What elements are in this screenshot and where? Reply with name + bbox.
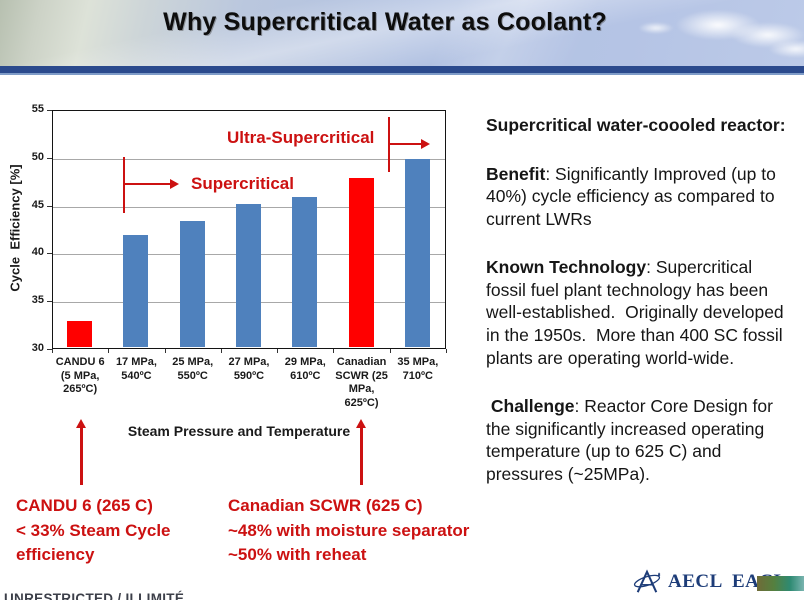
x-category-label: 17 MPa, 540ºC	[115, 356, 157, 382]
y-tick-mark	[47, 205, 52, 207]
candu-pointer-arrow	[76, 419, 85, 485]
bar-3	[179, 220, 205, 347]
known-technology-text: : Supercritical fossil fuel plant techno…	[486, 257, 789, 368]
candu-callout-line1: CANDU 6 (265 C)	[16, 496, 153, 515]
y-tick-label: 50	[31, 150, 44, 163]
x-tick-mark	[108, 349, 110, 353]
y-tick-mark	[47, 157, 52, 159]
info-heading: Supercritical water-coooled reactor:	[486, 115, 786, 135]
x-tick-mark	[389, 349, 391, 353]
x-category-label: Canadian SCWR (25 MPa, 625ºC)	[335, 356, 388, 409]
logo-gradient-bar	[757, 576, 804, 591]
y-tick-label: 45	[31, 198, 44, 211]
y-tick-label: 40	[31, 246, 44, 259]
candu-callout-line2: < 33% Steam Cycle	[16, 520, 171, 540]
x-tick-mark	[164, 349, 166, 353]
banner-divider-bar	[0, 66, 804, 73]
y-tick-mark	[47, 253, 52, 255]
x-tick-mark	[52, 349, 53, 353]
bar-1	[67, 321, 93, 347]
bar-4	[236, 203, 261, 347]
benefit-lead: Benefit	[486, 163, 546, 184]
benefit-text: : Significantly Improved (up to 40%) cyc…	[486, 163, 781, 229]
bar-2	[123, 235, 149, 347]
cloud-decoration	[638, 22, 674, 34]
scwr-callout-line3: ~50% with reheat	[228, 545, 367, 565]
cloud-decoration	[768, 40, 804, 58]
x-axis-labels: CANDU 6 (5 MPa, 265ºC) 17 MPa, 540ºC 25 MP…	[52, 356, 446, 411]
supercritical-label: Supercritical	[191, 174, 294, 193]
aecl-logo: AECL EACL	[630, 569, 786, 595]
x-category-label: 29 MPa, 610ºC	[284, 356, 326, 382]
benefit-paragraph: Benefit: Significantly Improved (up to 4…	[486, 163, 790, 231]
ultra-supercritical-label: Ultra-Supercritical	[227, 128, 375, 147]
bar-7	[404, 158, 430, 347]
ultra-supercritical-arrow	[390, 139, 430, 149]
atom-icon	[633, 569, 661, 593]
candu-callout-line3: efficiency	[16, 545, 95, 565]
title-banner	[0, 0, 804, 66]
classification-marking: UNRESTRICTED / ILLIMITÉ	[4, 591, 185, 600]
y-tick-label: 30	[31, 342, 44, 354]
info-column: Supercritical water-coooled reactor: Ben…	[486, 114, 790, 485]
challenge-paragraph: Challenge: Reactor Core Design for the s…	[486, 395, 790, 485]
scwr-callout-line2: ~48% with moisture separator	[228, 520, 470, 540]
x-category-label: 27 MPa, 590ºC	[228, 356, 270, 382]
x-tick-mark	[446, 349, 447, 353]
bar-5	[292, 197, 318, 347]
scwr-callout: Canadian SCWR (625 C) ~48% with moisture…	[228, 494, 469, 568]
x-category-label: CANDU 6 (5 MPa, 265ºC)	[55, 356, 105, 396]
scwr-pointer-arrow	[356, 419, 365, 485]
ultra-supercritical-bracket-line	[388, 117, 390, 172]
y-tick-mark	[47, 349, 52, 350]
x-category-label: 35 MPa, 710ºC	[397, 356, 439, 382]
y-axis-title: Cycle Efficiency [%]	[7, 164, 23, 292]
challenge-lead: Challenge	[486, 396, 575, 417]
known-technology-lead: Known Technology	[486, 257, 647, 278]
supercritical-bracket-line	[123, 157, 125, 213]
aecl-wordmark: AECL EACL	[668, 571, 787, 592]
supercritical-arrow	[125, 179, 179, 189]
candu-callout: CANDU 6 (265 C) < 33% Steam Cycle effici…	[16, 494, 171, 568]
banner-divider-underline	[0, 73, 804, 75]
y-tick-label: 55	[31, 103, 44, 115]
x-tick-mark	[220, 349, 222, 353]
page-title: Why Supercritical Water as Coolant?	[163, 8, 607, 36]
y-tick-mark	[47, 301, 52, 303]
x-category-label: 25 MPa, 550ºC	[172, 356, 214, 382]
scwr-callout-line1: Canadian SCWR (625 C)	[228, 496, 423, 515]
plot-area	[52, 110, 446, 349]
challenge-text: : Reactor Core Design for the significan…	[486, 396, 778, 484]
known-technology-paragraph: Known Technology: Supercritical fossil f…	[486, 256, 790, 369]
x-tick-mark	[333, 349, 335, 353]
x-axis-title: Steam Pressure and Temperature	[127, 423, 351, 439]
x-tick-mark	[277, 349, 279, 353]
bar-6	[348, 177, 374, 347]
gridline	[53, 158, 445, 160]
y-tick-mark	[47, 110, 52, 111]
y-tick-label: 35	[31, 294, 44, 307]
